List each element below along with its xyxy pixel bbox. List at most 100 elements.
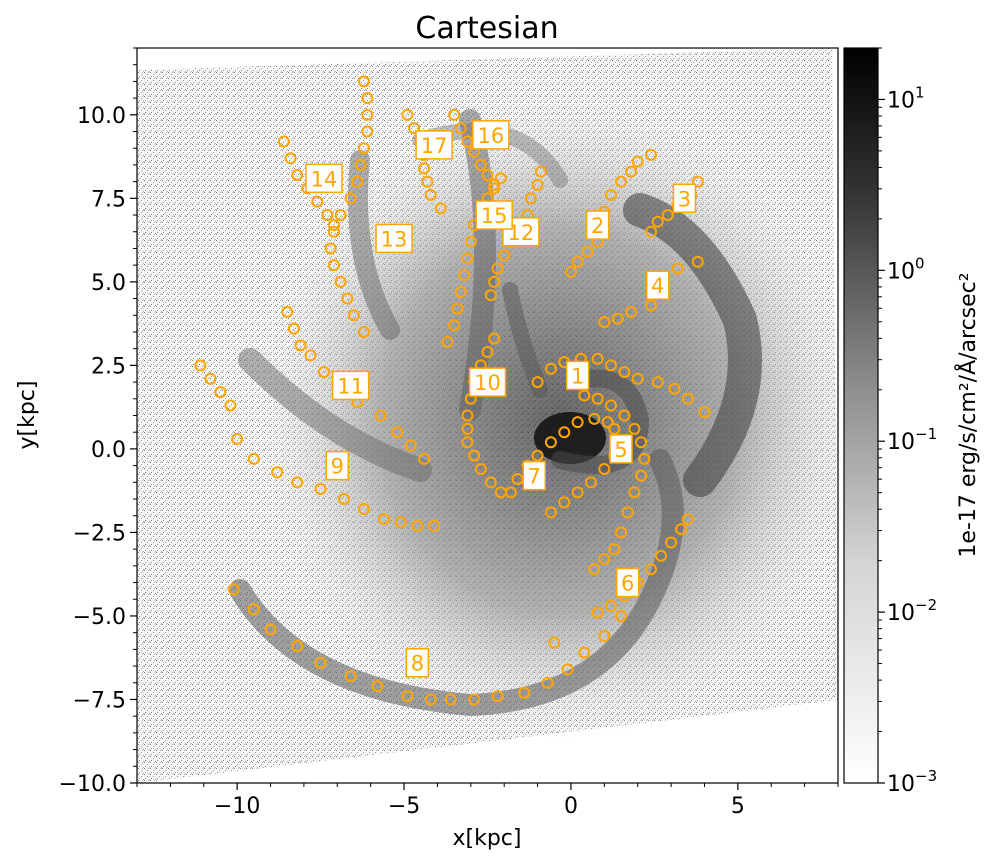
arm-13-marker bbox=[351, 175, 364, 188]
colorbar-ticks: 10−3 10−2 10−1 100 101 bbox=[878, 47, 937, 797]
arm-16-marker bbox=[474, 158, 487, 171]
arm-13-marker bbox=[361, 125, 374, 138]
arm-11-marker bbox=[287, 322, 300, 335]
arm-1-label: 1 bbox=[571, 364, 584, 388]
arm-8-marker bbox=[444, 693, 457, 706]
arm-6-marker bbox=[675, 523, 688, 536]
colorbar-tick-label: 10−1 bbox=[887, 425, 937, 455]
arm-13-marker bbox=[334, 209, 347, 222]
arm-10-marker bbox=[481, 346, 494, 359]
arm-13-marker bbox=[324, 242, 337, 255]
arm-16-marker bbox=[448, 108, 461, 121]
arm-13-marker bbox=[361, 108, 374, 121]
arm-7-label-box bbox=[522, 460, 546, 491]
y-axis-label: y[kpc] bbox=[15, 381, 40, 450]
colorbar bbox=[843, 47, 879, 784]
arm-5-marker bbox=[605, 399, 618, 412]
arm-1-marker bbox=[591, 352, 604, 365]
arm-8-marker bbox=[578, 646, 591, 659]
arm-6-marker bbox=[605, 599, 618, 612]
arm-7-marker bbox=[588, 412, 601, 425]
arm-9-label-box bbox=[325, 450, 350, 481]
arm-8-marker bbox=[615, 609, 628, 622]
y-tick-label: 5.0 bbox=[91, 271, 126, 296]
arm-15-marker bbox=[451, 302, 464, 315]
x-tick-label: 0 bbox=[564, 794, 578, 819]
arm-7-marker bbox=[601, 416, 614, 429]
arm-2-marker bbox=[615, 175, 628, 188]
colorbar-tick-label: 100 bbox=[887, 254, 925, 284]
arm-8-marker bbox=[247, 603, 260, 616]
arm-15-marker bbox=[494, 172, 507, 185]
arm-13-marker bbox=[347, 309, 360, 322]
arm-2-marker bbox=[631, 155, 644, 168]
arm-9-marker bbox=[291, 476, 304, 489]
colorbar-label: 1e-17 erg/s/cm²/Å/arcsec² bbox=[954, 272, 981, 557]
arm-1-label-box bbox=[565, 360, 590, 391]
arm-17-marker bbox=[418, 162, 431, 175]
galaxy-image bbox=[137, 48, 838, 783]
arm-5-marker bbox=[578, 389, 591, 402]
arm-11-marker bbox=[317, 366, 330, 379]
colorbar-tick-label: 10−3 bbox=[887, 767, 937, 797]
x-axis-label: x[kpc] bbox=[453, 826, 522, 851]
arm-12-marker bbox=[491, 262, 504, 275]
arm-2-marker bbox=[581, 245, 594, 258]
arm-8-marker bbox=[561, 663, 574, 676]
arm-3-label-box bbox=[672, 183, 697, 214]
arm-4-marker bbox=[625, 305, 638, 318]
arm-2-marker bbox=[564, 265, 577, 278]
arm-5-marker bbox=[588, 563, 601, 576]
arm-8-marker bbox=[344, 670, 357, 683]
arm-3-label: 3 bbox=[678, 187, 691, 211]
arm-13-marker bbox=[327, 259, 340, 272]
arm-5-label-box bbox=[609, 434, 633, 464]
arm-10-marker bbox=[488, 332, 501, 345]
arm-15-marker bbox=[464, 235, 477, 248]
arm-12-marker bbox=[488, 275, 501, 288]
arm-4-marker bbox=[598, 315, 611, 328]
arm-13-marker bbox=[357, 142, 370, 155]
arm-17-marker bbox=[401, 108, 414, 121]
arm-11-marker bbox=[418, 452, 431, 465]
arm-14-marker bbox=[284, 152, 297, 165]
arm-8-marker bbox=[371, 680, 384, 693]
arm-3-marker bbox=[645, 225, 658, 238]
arm-16-marker bbox=[481, 168, 494, 181]
arm-5-marker bbox=[638, 452, 651, 465]
arm-5-marker bbox=[621, 506, 634, 519]
arm-15-label: 15 bbox=[481, 204, 508, 228]
arm-5-marker bbox=[591, 392, 604, 405]
arm-5-marker bbox=[615, 526, 628, 539]
arm-2-marker bbox=[625, 165, 638, 178]
x-tick-label: −5 bbox=[388, 794, 420, 819]
arm-12-marker bbox=[484, 289, 497, 302]
arm-15-marker bbox=[454, 285, 467, 298]
arm-17-label-box bbox=[415, 130, 453, 160]
arm-9-marker bbox=[247, 452, 260, 465]
arm-4-label: 4 bbox=[651, 274, 664, 298]
arm-6-label-box bbox=[615, 567, 640, 598]
arm-6-marker bbox=[645, 563, 658, 576]
y-tick-label: −10.0 bbox=[59, 772, 126, 797]
arm-7-marker bbox=[571, 486, 584, 499]
colorbar-tick-label: 10−2 bbox=[887, 596, 937, 626]
x-tick-label: 5 bbox=[731, 794, 745, 819]
arm-1-marker bbox=[631, 372, 644, 385]
arm-17-label: 17 bbox=[421, 134, 448, 158]
arm-10-marker bbox=[484, 476, 497, 489]
arm-8-marker bbox=[424, 693, 437, 706]
arm-14-marker bbox=[311, 195, 324, 208]
arm-9-marker bbox=[271, 466, 284, 479]
arm-9-marker bbox=[394, 516, 407, 529]
arm-2-marker bbox=[571, 255, 584, 268]
arm-17-marker bbox=[408, 122, 421, 135]
arm-8-label-box bbox=[405, 647, 430, 678]
arm-8-marker bbox=[291, 640, 304, 653]
arm-14-label-box bbox=[305, 163, 343, 194]
arm-7-marker bbox=[608, 422, 621, 435]
arm-15-marker bbox=[441, 336, 454, 348]
arm-5-label: 5 bbox=[614, 438, 627, 462]
arm-12-marker bbox=[534, 165, 547, 178]
arm-10-marker bbox=[461, 422, 474, 435]
